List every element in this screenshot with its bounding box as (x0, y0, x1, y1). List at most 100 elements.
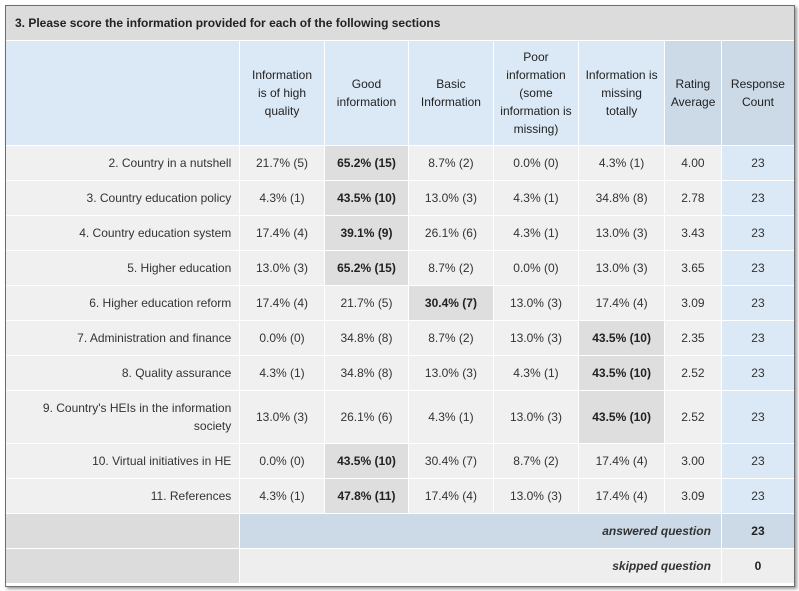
rating-average-cell: 4.00 (664, 146, 721, 180)
footer-blank-cell (6, 514, 240, 548)
question-title: 3. Please score the information provided… (6, 6, 794, 41)
response-cell: 17.4% (4) (579, 286, 664, 320)
response-cell: 30.4% (7) (409, 286, 493, 320)
response-count-cell: 23 (721, 251, 794, 285)
response-cell: 13.0% (3) (240, 251, 324, 285)
response-count-cell: 23 (721, 321, 794, 355)
rating-average-cell: 3.43 (664, 216, 721, 250)
response-cell: 17.4% (4) (409, 479, 493, 513)
table-row: 5. Higher education 13.0% (3) 65.2% (15) 8.… (6, 251, 794, 285)
table-row: 11. References 4.3% (1) 47.8% (11) 17.4% (4… (6, 479, 794, 513)
response-count-cell: 23 (721, 479, 794, 513)
response-cell: 4.3% (1) (409, 391, 493, 443)
response-count-cell: 23 (721, 286, 794, 320)
response-cell: 13.0% (3) (493, 286, 579, 320)
response-cell: 43.5% (10) (579, 321, 664, 355)
response-cell: 34.8% (8) (324, 321, 409, 355)
rating-average-cell: 3.65 (664, 251, 721, 285)
rating-average-header: Rating Average (664, 41, 721, 145)
skipped-question-value: 0 (721, 549, 794, 583)
table-row: 8. Quality assurance 4.3% (1) 34.8% (8) 13.… (6, 356, 794, 390)
response-cell: 4.3% (1) (493, 181, 579, 215)
response-count-cell: 23 (721, 444, 794, 478)
response-count-cell: 23 (721, 356, 794, 390)
response-count-cell: 23 (721, 146, 794, 180)
response-cell: 21.7% (5) (240, 146, 324, 180)
response-cell: 4.3% (1) (240, 181, 324, 215)
survey-question-panel: 3. Please score the information provided… (5, 5, 795, 587)
response-cell: 47.8% (11) (324, 479, 409, 513)
response-cell: 13.0% (3) (493, 479, 579, 513)
response-cell: 0.0% (0) (493, 251, 579, 285)
response-cell: 13.0% (3) (579, 251, 664, 285)
answered-question-label: answered question (240, 514, 721, 548)
response-cell: 0.0% (0) (240, 321, 324, 355)
row-label: 5. Higher education (6, 251, 240, 285)
response-cell: 43.5% (10) (579, 391, 664, 443)
response-count-cell: 23 (721, 181, 794, 215)
rating-average-cell: 2.35 (664, 321, 721, 355)
answered-question-value: 23 (721, 514, 794, 548)
response-cell: 26.1% (6) (324, 391, 409, 443)
column-header: Poor information (some information is mi… (493, 41, 579, 145)
response-cell: 4.3% (1) (579, 146, 664, 180)
response-cell: 13.0% (3) (579, 216, 664, 250)
table-row: 7. Administration and finance 0.0% (0) 34.… (6, 321, 794, 355)
response-cell: 8.7% (2) (493, 444, 579, 478)
response-cell: 17.4% (4) (579, 479, 664, 513)
rating-average-cell: 3.00 (664, 444, 721, 478)
row-label: 11. References (6, 479, 240, 513)
table-row: 6. Higher education reform 17.4% (4) 21.7%… (6, 286, 794, 320)
response-cell: 17.4% (4) (240, 216, 324, 250)
response-cell: 13.0% (3) (409, 356, 493, 390)
table-row: 3. Country education policy 4.3% (1) 43.5%… (6, 181, 794, 215)
header-blank-cell (6, 41, 240, 145)
row-label: 8. Quality assurance (6, 356, 240, 390)
skipped-row: skipped question 0 (6, 549, 794, 583)
answered-row: answered question 23 (6, 514, 794, 548)
row-label: 2. Country in a nutshell (6, 146, 240, 180)
response-cell: 0.0% (0) (493, 146, 579, 180)
table-row: 2. Country in a nutshell 21.7% (5) 65.2% (… (6, 146, 794, 180)
response-cell: 17.4% (4) (240, 286, 324, 320)
response-cell: 43.5% (10) (579, 356, 664, 390)
header-row: Information is of high quality Good info… (6, 41, 794, 145)
row-label: 7. Administration and finance (6, 321, 240, 355)
response-cell: 8.7% (2) (409, 251, 493, 285)
rating-average-cell: 2.52 (664, 356, 721, 390)
response-cell: 13.0% (3) (493, 321, 579, 355)
response-cell: 17.4% (4) (579, 444, 664, 478)
response-cell: 43.5% (10) (324, 444, 409, 478)
rating-average-cell: 2.78 (664, 181, 721, 215)
response-cell: 4.3% (1) (240, 479, 324, 513)
response-cell: 21.7% (5) (324, 286, 409, 320)
response-cell: 4.3% (1) (493, 356, 579, 390)
response-cell: 4.3% (1) (493, 216, 579, 250)
footer-blank-cell (6, 549, 240, 583)
response-count-cell: 23 (721, 216, 794, 250)
response-cell: 34.8% (8) (324, 356, 409, 390)
column-header: Information is of high quality (240, 41, 324, 145)
response-cell: 30.4% (7) (409, 444, 493, 478)
table-row: 4. Country education system 17.4% (4) 39.1… (6, 216, 794, 250)
row-label: 10. Virtual initiatives in HE (6, 444, 240, 478)
row-label: 6. Higher education reform (6, 286, 240, 320)
rating-average-cell: 2.52 (664, 391, 721, 443)
response-count-cell: 23 (721, 391, 794, 443)
skipped-question-label: skipped question (240, 549, 721, 583)
response-cell: 13.0% (3) (493, 391, 579, 443)
results-table: Information is of high quality Good info… (5, 40, 795, 584)
table-body: 2. Country in a nutshell 21.7% (5) 65.2% (… (6, 146, 794, 513)
row-label: 4. Country education system (6, 216, 240, 250)
column-header: Information is missing totally (579, 41, 664, 145)
rating-average-cell: 3.09 (664, 479, 721, 513)
response-cell: 8.7% (2) (409, 321, 493, 355)
response-cell: 34.8% (8) (579, 181, 664, 215)
response-cell: 39.1% (9) (324, 216, 409, 250)
response-cell: 65.2% (15) (324, 251, 409, 285)
table-row: 9. Country's HEIs in the information soc… (6, 391, 794, 443)
response-cell: 65.2% (15) (324, 146, 409, 180)
row-label: 9. Country's HEIs in the information soc… (6, 391, 240, 443)
response-cell: 13.0% (3) (409, 181, 493, 215)
response-cell: 4.3% (1) (240, 356, 324, 390)
